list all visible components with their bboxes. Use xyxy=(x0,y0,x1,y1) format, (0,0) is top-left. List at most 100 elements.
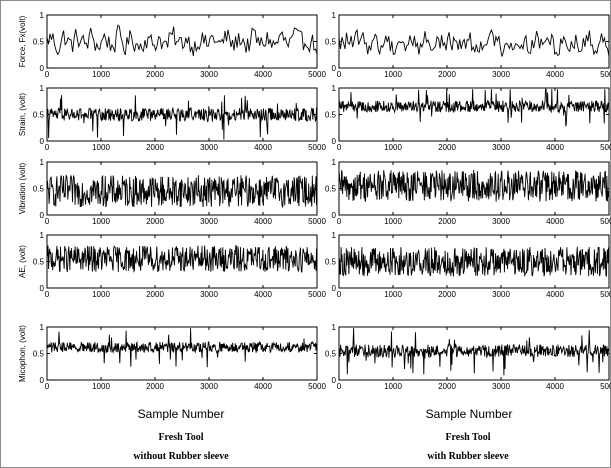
x-tick-label: 4000 xyxy=(254,217,272,226)
x-tick-label: 4000 xyxy=(546,70,564,79)
y-tick-label: 0 xyxy=(40,137,45,146)
x-tick-label: 1000 xyxy=(92,217,110,226)
axes-box xyxy=(46,234,318,289)
y-tick-label: 1 xyxy=(40,158,45,167)
y-tick-label: 0 xyxy=(40,64,45,73)
x-tick-label: 4000 xyxy=(254,70,272,79)
signal-trace-left-2 xyxy=(46,174,318,209)
x-tick-label: 5000 xyxy=(308,290,326,299)
signal-trace-left-3 xyxy=(46,244,318,273)
x-tick-label: 3000 xyxy=(492,70,510,79)
x-tick-label: 2000 xyxy=(438,382,456,391)
x-tick-label: 1000 xyxy=(92,382,110,391)
axes-box xyxy=(46,161,318,216)
caption-right-line1: Fresh Tool xyxy=(445,432,491,443)
signal-trace-right-0 xyxy=(338,28,610,57)
y-tick-label: 0.5 xyxy=(33,350,45,359)
x-tick-label: 4000 xyxy=(254,382,272,391)
x-tick-label: 4000 xyxy=(546,382,564,391)
x-tick-label: 0 xyxy=(337,70,342,79)
x-tick-label: 3000 xyxy=(492,382,510,391)
x-tick-label: 0 xyxy=(45,382,50,391)
x-tick-label: 1000 xyxy=(92,70,110,79)
x-tick-label: 2000 xyxy=(438,290,456,299)
signal-trace-right-1 xyxy=(338,88,610,127)
y-tick-label: 0.5 xyxy=(325,111,337,120)
x-tick-label: 2000 xyxy=(438,217,456,226)
x-tick-label: 1000 xyxy=(384,143,402,152)
signal-trace-right-2 xyxy=(338,169,610,202)
x-tick-label: 1000 xyxy=(384,217,402,226)
y-tick-label: 0 xyxy=(40,211,45,220)
y-tick-label: 0 xyxy=(332,64,337,73)
y-tick-label: 0 xyxy=(332,211,337,220)
y-axis-label-1: Strain, (volt) xyxy=(18,93,27,136)
x-tick-label: 0 xyxy=(337,382,342,391)
y-tick-label: 1 xyxy=(332,323,337,332)
x-tick-label: 0 xyxy=(337,217,342,226)
axes-box xyxy=(338,14,610,69)
x-tick-label: 3000 xyxy=(200,290,218,299)
y-tick-label: 1 xyxy=(332,231,337,240)
x-tick-label: 2000 xyxy=(146,382,164,391)
subplot-right-4: 0 1000 2000 3000 4000 5000 0 0.5 1 xyxy=(325,323,611,391)
y-tick-label: 0 xyxy=(332,137,337,146)
x-tick-label: 4000 xyxy=(254,143,272,152)
y-tick-label: 1 xyxy=(40,323,45,332)
x-tick-label: 3000 xyxy=(200,143,218,152)
x-tick-label: 0 xyxy=(45,290,50,299)
y-tick-label: 0.5 xyxy=(325,350,337,359)
x-tick-label: 3000 xyxy=(200,217,218,226)
subplot-right-0: 0 1000 2000 3000 4000 5000 0 0.5 1 xyxy=(325,11,611,79)
y-tick-label: 0 xyxy=(40,284,45,293)
y-axis-label-4: Micophon, (volt) xyxy=(18,325,27,382)
x-tick-label: 5000 xyxy=(600,143,611,152)
x-tick-label: 0 xyxy=(337,143,342,152)
subplot-left-4: 0 1000 2000 3000 4000 5000 0 0.5 1 Micophon, (vol… xyxy=(18,323,326,391)
x-tick-label: 2000 xyxy=(146,217,164,226)
x-tick-label: 4000 xyxy=(546,290,564,299)
y-tick-label: 0 xyxy=(332,376,337,385)
x-tick-label: 5000 xyxy=(308,382,326,391)
signal-trace-left-0 xyxy=(46,24,318,56)
y-tick-label: 1 xyxy=(332,158,337,167)
x-tick-label: 0 xyxy=(45,70,50,79)
subplot-left-0: 0 1000 2000 3000 4000 5000 0 0.5 1 Force, Fx(volt… xyxy=(18,11,326,79)
caption-left-line2: without Rubber sleeve xyxy=(133,451,229,462)
x-tick-label: 0 xyxy=(337,290,342,299)
x-tick-label: 3000 xyxy=(492,290,510,299)
x-tick-label: 4000 xyxy=(546,217,564,226)
signal-trace-left-4 xyxy=(46,328,318,368)
subplot-right-2: 0 1000 2000 3000 4000 5000 0 0.5 1 xyxy=(325,158,611,226)
x-tick-label: 5000 xyxy=(600,70,611,79)
y-tick-label: 0.5 xyxy=(33,111,45,120)
x-tick-label: 1000 xyxy=(384,290,402,299)
caption-right-line2: with Rubber sleeve xyxy=(427,451,509,462)
y-tick-label: 0.5 xyxy=(325,38,337,47)
x-tick-label: 2000 xyxy=(146,70,164,79)
x-tick-label: 2000 xyxy=(438,143,456,152)
y-tick-label: 0 xyxy=(40,376,45,385)
x-tick-label: 5000 xyxy=(308,70,326,79)
x-tick-label: 2000 xyxy=(146,143,164,152)
subplot-left-1: 0 1000 2000 3000 4000 5000 0 0.5 1 Strain, (volt) xyxy=(18,84,326,152)
x-tick-label: 1000 xyxy=(384,70,402,79)
y-tick-label: 0.5 xyxy=(33,258,45,267)
x-tick-label: 5000 xyxy=(600,290,611,299)
x-tick-label: 5000 xyxy=(600,382,611,391)
subplot-left-2: 0 1000 2000 3000 4000 5000 0 0.5 1 Vibration (vol… xyxy=(18,158,326,226)
x-tick-label: 3000 xyxy=(492,143,510,152)
y-tick-label: 0 xyxy=(332,284,337,293)
y-tick-label: 0.5 xyxy=(325,258,337,267)
subplot-right-1: 0 1000 2000 3000 4000 5000 0 0.5 1 xyxy=(325,84,611,152)
y-tick-label: 0.5 xyxy=(33,38,45,47)
x-tick-label: 5000 xyxy=(600,217,611,226)
y-tick-label: 1 xyxy=(332,11,337,20)
signal-trace-right-4 xyxy=(338,328,610,376)
x-tick-label: 3000 xyxy=(492,217,510,226)
subplot-left-3: 0 1000 2000 3000 4000 5000 0 0.5 1 AE, (volt) xyxy=(18,231,326,299)
x-tick-label: 3000 xyxy=(200,70,218,79)
x-tick-label: 4000 xyxy=(254,290,272,299)
x-tick-label: 4000 xyxy=(546,143,564,152)
